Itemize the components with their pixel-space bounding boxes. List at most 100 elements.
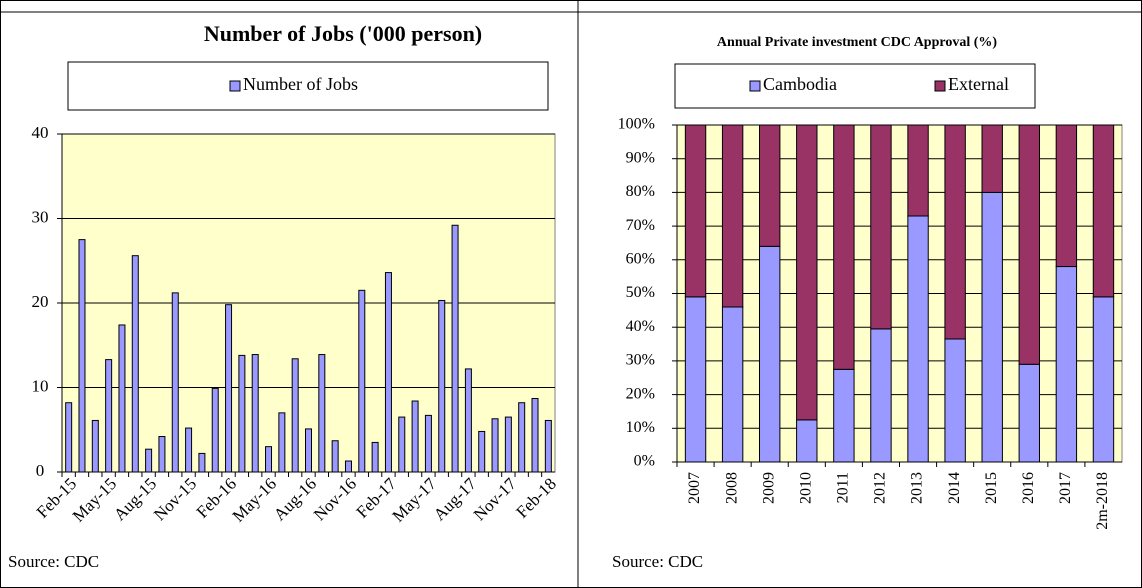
bar-segment — [796, 419, 818, 463]
chart-title: Annual Private investment CDC Approval (… — [717, 35, 997, 50]
y-tick-label: 0% — [634, 453, 655, 470]
x-tick-label: 2016 — [1020, 472, 1037, 504]
bar-segment — [721, 306, 744, 463]
bar — [478, 430, 486, 473]
source: Source: CDC — [8, 552, 99, 571]
bar — [504, 416, 512, 473]
y-tick-label: 60% — [626, 250, 655, 267]
legend-swatch — [229, 80, 241, 92]
bar-segment — [907, 124, 929, 217]
legend-swatch — [934, 80, 946, 92]
bar — [518, 402, 526, 473]
bar — [318, 354, 326, 473]
bar — [225, 304, 233, 473]
bar — [238, 354, 246, 473]
bar — [145, 448, 153, 473]
bar — [371, 441, 379, 473]
bar — [65, 402, 73, 473]
bar — [424, 414, 432, 473]
bar — [78, 239, 86, 473]
bar — [198, 452, 206, 473]
bar — [384, 272, 392, 473]
bar-segment — [944, 124, 966, 340]
y-tick-label: 90% — [626, 149, 655, 166]
bar-segment — [1055, 124, 1078, 268]
x-tick-label: 2012 — [872, 472, 889, 504]
x-tick-label: 2014 — [946, 472, 963, 504]
bar — [185, 427, 193, 473]
bar-segment — [796, 124, 818, 421]
bar-segment — [721, 124, 744, 308]
x-tick-label: 2017 — [1057, 472, 1074, 504]
bar — [398, 416, 406, 473]
bar — [158, 436, 166, 473]
bar — [358, 289, 366, 473]
bar-segment — [684, 124, 707, 298]
y-tick-label: 40% — [626, 318, 655, 335]
y-tick-label: 10% — [626, 419, 655, 436]
legend-swatch — [749, 80, 761, 92]
x-tick-label: 2015 — [983, 472, 1000, 504]
bar — [531, 397, 539, 473]
bar — [344, 460, 352, 473]
bar — [265, 446, 273, 473]
bar — [491, 418, 499, 473]
y-tick-label: 20% — [626, 385, 655, 402]
y-tick-label: 30% — [626, 352, 655, 369]
bar-segment — [1092, 124, 1115, 298]
source: Source: CDC — [612, 552, 703, 571]
bar-segment — [833, 368, 855, 463]
y-tick-label: 50% — [626, 284, 655, 301]
x-tick-label: 2010 — [797, 472, 814, 504]
y-tick-label: 20 — [32, 292, 49, 311]
legend-box — [674, 63, 1036, 109]
bar — [211, 387, 219, 473]
x-tick-label: 2009 — [760, 472, 777, 504]
bar — [171, 292, 179, 473]
bar — [451, 224, 459, 473]
bar — [411, 400, 419, 473]
chart-title: Number of Jobs ('000 person) — [204, 21, 482, 46]
bar-segment — [981, 124, 1003, 193]
bar — [544, 419, 552, 473]
y-tick-label: 40 — [32, 123, 49, 142]
x-tick-label: 2011 — [835, 472, 852, 503]
legend-label: Cambodia — [763, 74, 837, 94]
y-tick-label: 100% — [618, 116, 655, 133]
bar-segment — [833, 124, 855, 370]
bar — [91, 419, 99, 473]
x-tick-label: 2013 — [909, 472, 926, 504]
x-tick-label: 2008 — [723, 472, 740, 504]
x-tick-label: 2007 — [686, 472, 703, 504]
y-tick-label: 0 — [36, 461, 45, 480]
bar-segment — [1018, 363, 1040, 463]
bar — [131, 255, 139, 473]
legend-label: External — [948, 74, 1009, 94]
bar — [305, 428, 312, 473]
bar-segment — [1092, 296, 1115, 463]
x-tick-label: 2m-2018 — [1094, 472, 1111, 530]
bar-segment — [944, 338, 966, 463]
bar-segment — [1018, 124, 1040, 365]
y-tick-label: 80% — [626, 183, 655, 200]
legend-label: Number of Jobs — [243, 74, 358, 94]
bar — [464, 368, 472, 473]
legend-box — [67, 61, 549, 111]
y-tick-label: 30 — [32, 207, 49, 226]
bar-segment — [870, 124, 892, 330]
bar-segment — [907, 215, 929, 463]
bar — [331, 440, 339, 473]
bar — [118, 324, 126, 473]
bar-segment — [870, 328, 892, 463]
bar-segment — [1055, 266, 1078, 463]
bar — [438, 299, 446, 473]
bar-segment — [759, 245, 781, 463]
bar — [251, 354, 259, 473]
bar — [105, 359, 113, 473]
bar-segment — [684, 296, 707, 463]
bar — [278, 412, 286, 473]
y-tick-label: 10 — [32, 376, 49, 395]
bar — [291, 358, 299, 473]
y-tick-label: 70% — [626, 217, 655, 234]
